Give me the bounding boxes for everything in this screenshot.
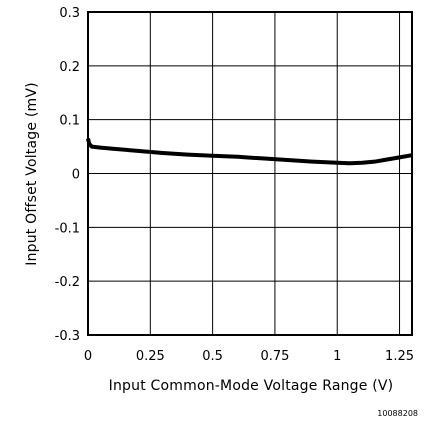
y-tick-label: -0.2 bbox=[55, 275, 80, 290]
figure-id: 10088208 bbox=[377, 409, 418, 417]
x-axis-title: Input Common-Mode Voltage Range (V) bbox=[109, 378, 394, 394]
y-axis-title: Input Offset Voltage (mV) bbox=[24, 82, 40, 266]
x-tick-label: 1 bbox=[333, 349, 341, 364]
x-tick-label: 1.25 bbox=[385, 349, 414, 364]
series-line bbox=[86, 138, 413, 166]
x-tick-label: 0 bbox=[84, 349, 92, 364]
x-tick-label: 0.25 bbox=[136, 349, 165, 364]
y-tick-label: 0.1 bbox=[59, 114, 80, 129]
plot-series bbox=[86, 138, 413, 166]
y-tick-label: -0.3 bbox=[55, 329, 80, 344]
y-tick-label: 0.3 bbox=[59, 6, 80, 21]
y-tick-label: 0 bbox=[72, 168, 80, 183]
x-tick-label: 0.5 bbox=[202, 349, 223, 364]
x-tick-label: 0.75 bbox=[260, 349, 289, 364]
grid-lines bbox=[87, 11, 412, 336]
y-tick-label: 0.2 bbox=[59, 60, 80, 75]
plot-frame bbox=[87, 11, 413, 336]
tick-labels: 0 0.25 0.5 0.75 1 1.25 0.3 0.2 0.1 0 -0.1 -0.2 -0.3 bbox=[55, 6, 414, 364]
y-tick-label: -0.1 bbox=[55, 221, 80, 236]
